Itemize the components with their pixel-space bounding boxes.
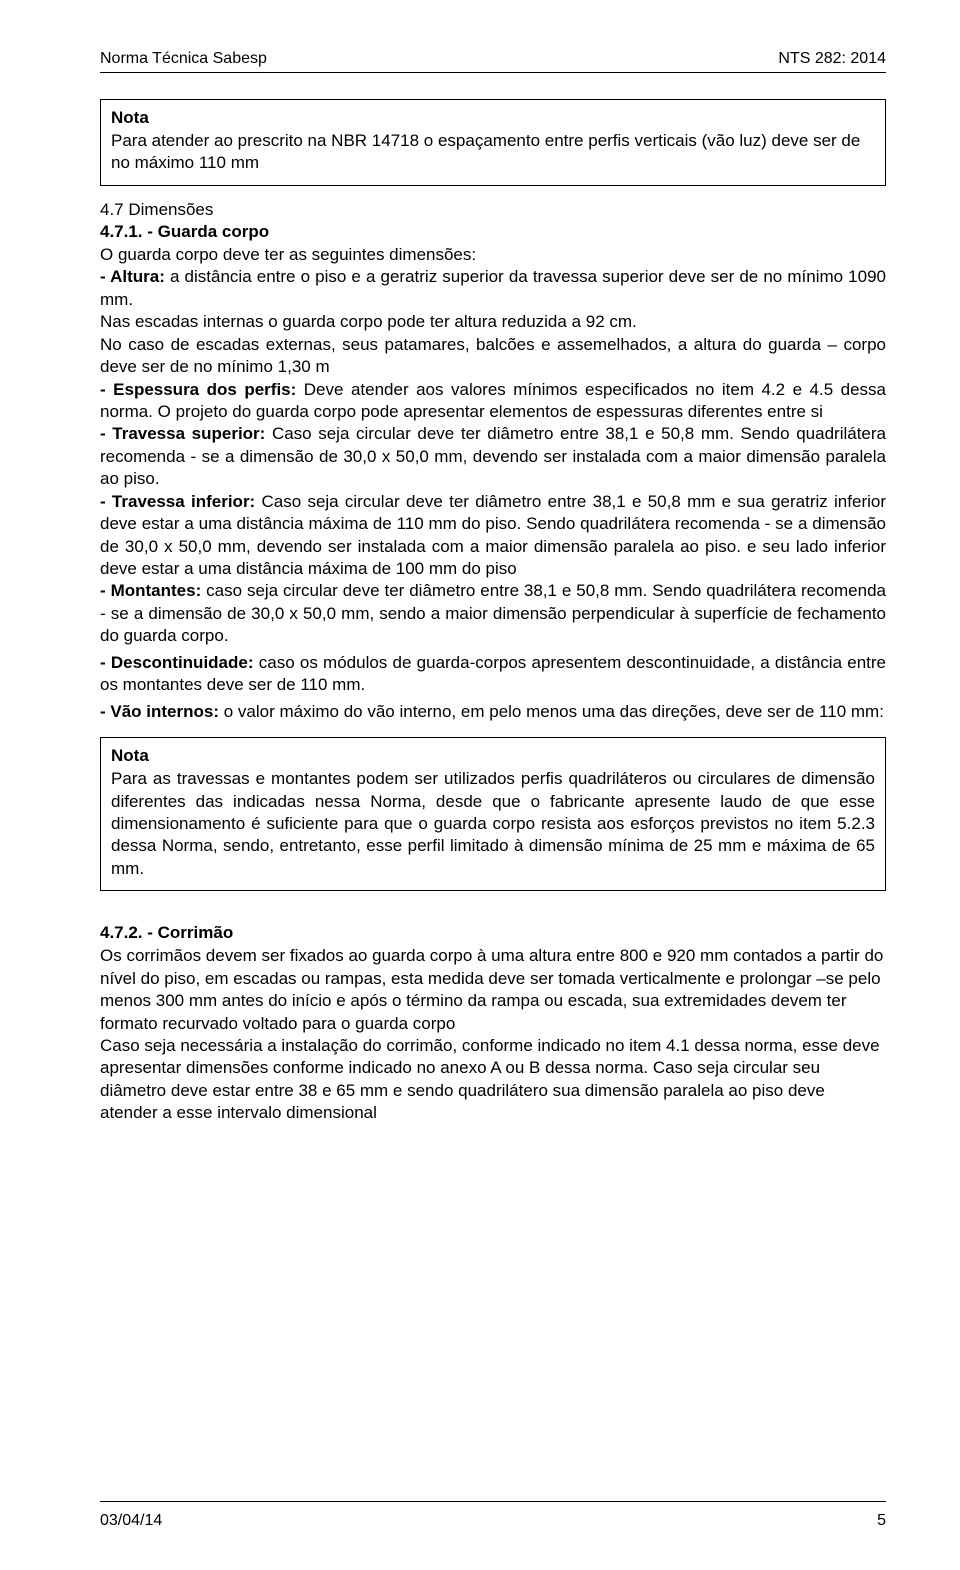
item-espessura: - Espessura dos perfis: Deve atender aos… bbox=[100, 379, 886, 424]
montantes-label: - Montantes: bbox=[100, 581, 201, 600]
corrimao-p1: Os corrimãos devem ser fixados ao guarda… bbox=[100, 945, 886, 1035]
paragraph-intro: O guarda corpo deve ter as seguintes dim… bbox=[100, 244, 886, 266]
nota-box-2: Nota Para as travessas e montantes podem… bbox=[100, 737, 886, 891]
header-left: Norma Técnica Sabesp bbox=[100, 50, 267, 68]
section-4-7-2-label: 4.7.2. - Corrimão bbox=[100, 923, 233, 942]
item-travessa-inferior: - Travessa inferior: Caso seja circular … bbox=[100, 491, 886, 581]
nota2-body: Para as travessas e montantes podem ser … bbox=[111, 768, 875, 880]
paragraph-escadas-externas: No caso de escadas externas, seus patama… bbox=[100, 334, 886, 379]
travsup-label: - Travessa superior: bbox=[100, 424, 265, 443]
item-travessa-superior: - Travessa superior: Caso seja circular … bbox=[100, 423, 886, 490]
nota-box-1: Nota Para atender ao prescrito na NBR 14… bbox=[100, 99, 886, 186]
section-4-7-2-heading: 4.7.2. - Corrimão bbox=[100, 923, 886, 943]
nota-title: Nota bbox=[111, 108, 875, 128]
footer-date: 03/04/14 bbox=[100, 1512, 162, 1530]
altura-label: - Altura: bbox=[100, 267, 165, 286]
travinf-label: - Travessa inferior: bbox=[100, 492, 255, 511]
item-descontinuidade: - Descontinuidade: caso os módulos de gu… bbox=[100, 652, 886, 697]
page-header: Norma Técnica Sabesp NTS 282: 2014 bbox=[100, 50, 886, 73]
vaoint-label: - Vão internos: bbox=[100, 702, 219, 721]
altura-text: a distância entre o piso e a geratriz su… bbox=[100, 267, 886, 308]
montantes-text: caso seja circular deve ter diâmetro ent… bbox=[100, 581, 886, 645]
descont-label: - Descontinuidade: bbox=[100, 653, 254, 672]
nota2-title: Nota bbox=[111, 746, 875, 766]
page-footer: 03/04/14 5 bbox=[100, 1501, 886, 1530]
item-altura: - Altura: a distância entre o piso e a g… bbox=[100, 266, 886, 311]
section-4-7-1-heading: 4.7.1. - Guarda corpo bbox=[100, 222, 886, 242]
nota-body: Para atender ao prescrito na NBR 14718 o… bbox=[111, 130, 875, 175]
section-4-7-1-label: 4.7.1. - Guarda corpo bbox=[100, 222, 269, 241]
page: Norma Técnica Sabesp NTS 282: 2014 Nota … bbox=[0, 0, 960, 1570]
section-4-7-heading: 4.7 Dimensões bbox=[100, 200, 886, 220]
item-montantes: - Montantes: caso seja circular deve ter… bbox=[100, 580, 886, 647]
paragraph-escadas-internas: Nas escadas internas o guarda corpo pode… bbox=[100, 311, 886, 333]
item-vao-internos: - Vão internos: o valor máximo do vão in… bbox=[100, 701, 886, 723]
espessura-label: - Espessura dos perfis: bbox=[100, 380, 296, 399]
vaoint-text: o valor máximo do vão interno, em pelo m… bbox=[219, 702, 884, 721]
header-right: NTS 282: 2014 bbox=[778, 50, 886, 68]
footer-page-number: 5 bbox=[877, 1512, 886, 1530]
corrimao-p2: Caso seja necessária a instalação do cor… bbox=[100, 1035, 886, 1125]
content: Nota Para atender ao prescrito na NBR 14… bbox=[100, 99, 886, 1125]
